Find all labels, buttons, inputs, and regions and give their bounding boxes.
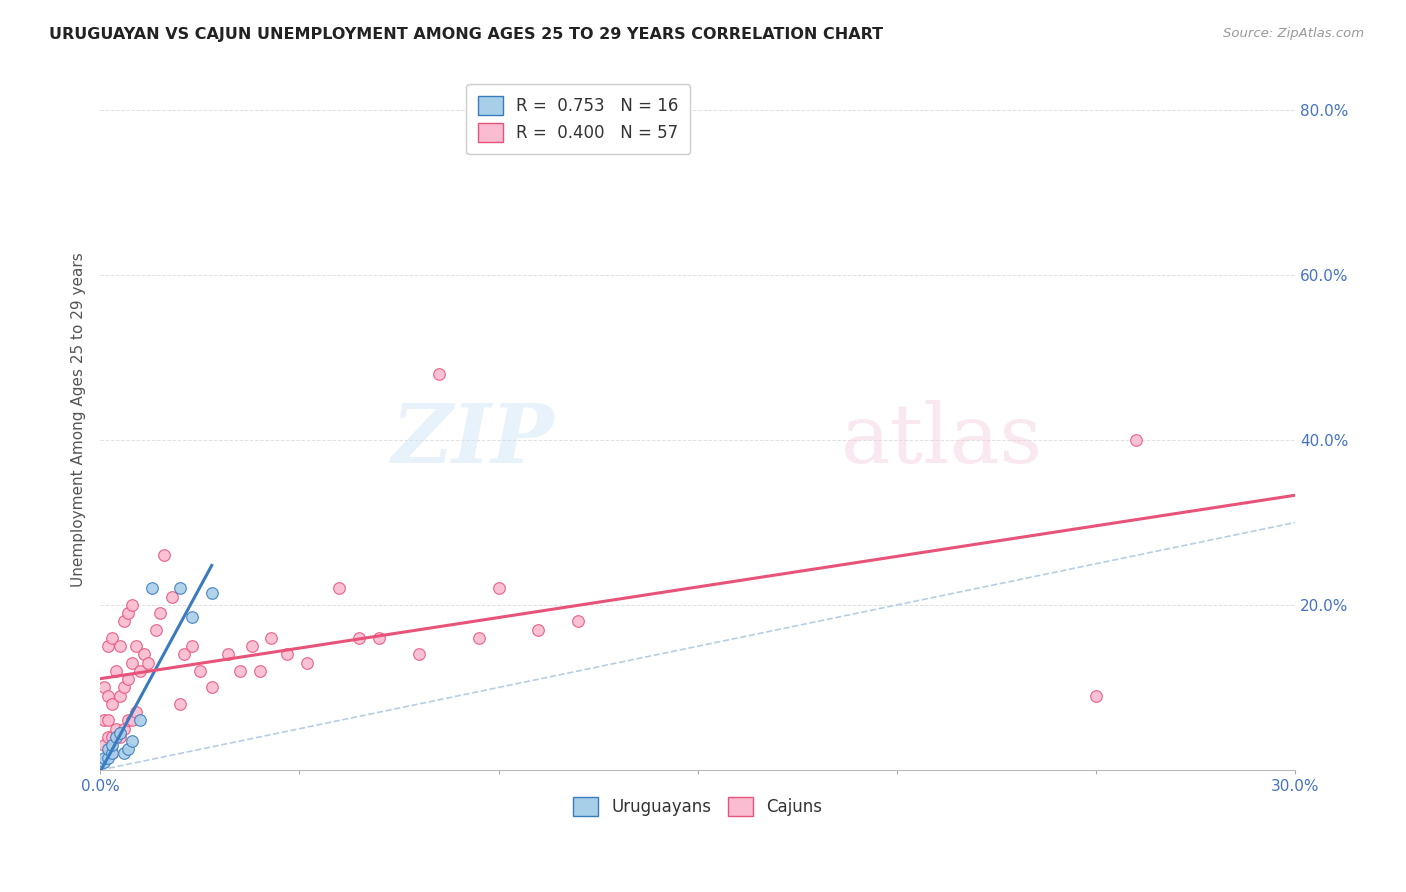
Point	[93, 681, 115, 695]
Point	[141, 582, 163, 596]
Text: Source: ZipAtlas.com: Source: ZipAtlas.com	[1223, 27, 1364, 40]
Point	[1085, 689, 1108, 703]
Point	[125, 705, 148, 719]
Point	[121, 656, 143, 670]
Point	[132, 648, 155, 662]
Point	[105, 730, 128, 744]
Point	[129, 714, 152, 728]
Point	[328, 582, 350, 596]
Point	[108, 730, 131, 744]
Point	[112, 615, 135, 629]
Point	[347, 631, 370, 645]
Point	[101, 747, 124, 761]
Point	[101, 730, 124, 744]
Point	[180, 610, 202, 624]
Point	[408, 648, 430, 662]
Y-axis label: Unemployment Among Ages 25 to 29 years: Unemployment Among Ages 25 to 29 years	[72, 252, 86, 587]
Text: atlas: atlas	[841, 401, 1043, 480]
Point	[112, 681, 135, 695]
Point	[97, 689, 120, 703]
Point	[121, 734, 143, 748]
Legend: Uruguayans, Cajuns: Uruguayans, Cajuns	[565, 789, 831, 825]
Point	[527, 623, 550, 637]
Point	[297, 656, 319, 670]
Point	[108, 689, 131, 703]
Point	[488, 582, 510, 596]
Point	[136, 656, 159, 670]
Point	[121, 714, 143, 728]
Point	[228, 664, 250, 678]
Point	[160, 590, 183, 604]
Point	[153, 549, 176, 563]
Point	[201, 681, 224, 695]
Point	[97, 714, 120, 728]
Point	[93, 755, 115, 769]
Point	[180, 639, 202, 653]
Point	[567, 615, 589, 629]
Point	[97, 730, 120, 744]
Point	[125, 639, 148, 653]
Point	[117, 714, 139, 728]
Point	[149, 606, 172, 620]
Point	[117, 742, 139, 756]
Point	[169, 697, 191, 711]
Point	[1125, 433, 1147, 447]
Point	[129, 664, 152, 678]
Point	[276, 648, 298, 662]
Point	[117, 606, 139, 620]
Point	[105, 722, 128, 736]
Point	[97, 750, 120, 764]
Point	[260, 631, 283, 645]
Point	[93, 738, 115, 752]
Point	[201, 585, 224, 599]
Text: ZIP: ZIP	[392, 401, 554, 480]
Point	[249, 664, 271, 678]
Point	[101, 747, 124, 761]
Point	[427, 367, 450, 381]
Point	[112, 722, 135, 736]
Point	[121, 598, 143, 612]
Point	[97, 742, 120, 756]
Point	[93, 714, 115, 728]
Point	[217, 648, 239, 662]
Point	[97, 639, 120, 653]
Point	[173, 648, 195, 662]
Point	[101, 697, 124, 711]
Point	[117, 672, 139, 686]
Point	[467, 631, 489, 645]
Point	[101, 631, 124, 645]
Point	[240, 639, 263, 653]
Point	[108, 639, 131, 653]
Text: URUGUAYAN VS CAJUN UNEMPLOYMENT AMONG AGES 25 TO 29 YEARS CORRELATION CHART: URUGUAYAN VS CAJUN UNEMPLOYMENT AMONG AG…	[49, 27, 883, 42]
Point	[368, 631, 391, 645]
Point	[93, 750, 115, 764]
Point	[101, 738, 124, 752]
Point	[112, 747, 135, 761]
Point	[108, 726, 131, 740]
Point	[188, 664, 211, 678]
Point	[145, 623, 167, 637]
Point	[169, 582, 191, 596]
Point	[105, 664, 128, 678]
